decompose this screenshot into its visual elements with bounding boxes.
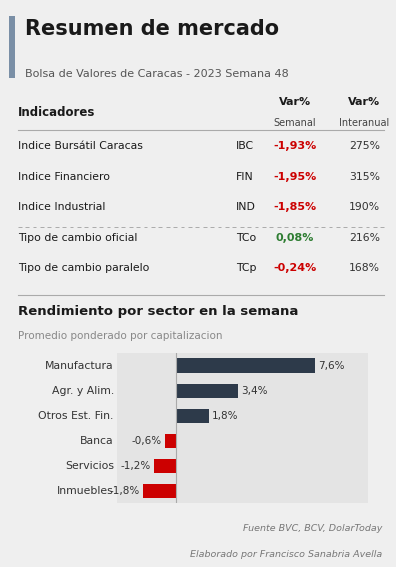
Text: IBC: IBC xyxy=(236,141,254,151)
Text: Servicios: Servicios xyxy=(65,461,114,471)
Text: 0,08%: 0,08% xyxy=(276,232,314,243)
Text: Otros Est. Fin.: Otros Est. Fin. xyxy=(38,411,114,421)
Text: FIN: FIN xyxy=(236,172,253,181)
Text: TCo: TCo xyxy=(236,232,256,243)
Text: Tipo de cambio oficial: Tipo de cambio oficial xyxy=(18,232,137,243)
Bar xyxy=(154,459,175,473)
Text: Var%: Var% xyxy=(279,98,311,107)
Text: Resumen de mercado: Resumen de mercado xyxy=(25,19,279,39)
Text: -1,93%: -1,93% xyxy=(273,141,317,151)
Text: IND: IND xyxy=(236,202,255,212)
Bar xyxy=(175,409,209,423)
Text: Indice Financiero: Indice Financiero xyxy=(18,172,110,181)
Text: -0,24%: -0,24% xyxy=(273,263,317,273)
Text: 168%: 168% xyxy=(349,263,380,273)
Bar xyxy=(175,383,238,398)
Text: TCp: TCp xyxy=(236,263,256,273)
Text: Rendimiento por sector en la semana: Rendimiento por sector en la semana xyxy=(18,306,298,319)
Text: 275%: 275% xyxy=(349,141,380,151)
Text: 315%: 315% xyxy=(349,172,380,181)
Text: 216%: 216% xyxy=(349,232,380,243)
Bar xyxy=(143,484,175,498)
Text: Indice Bursátil Caracas: Indice Bursátil Caracas xyxy=(18,141,143,151)
Text: Interanual: Interanual xyxy=(339,118,389,128)
Text: 3,4%: 3,4% xyxy=(241,386,267,396)
Text: Fuente BVC, BCV, DolarToday: Fuente BVC, BCV, DolarToday xyxy=(243,524,382,533)
Text: Promedio ponderado por capitalizacion: Promedio ponderado por capitalizacion xyxy=(18,331,222,341)
Text: Agr. y Alim.: Agr. y Alim. xyxy=(51,386,114,396)
Text: Var%: Var% xyxy=(348,98,381,107)
Text: 7,6%: 7,6% xyxy=(318,361,344,371)
Text: Elaborado por Francisco Sanabria Avella: Elaborado por Francisco Sanabria Avella xyxy=(190,551,382,559)
Bar xyxy=(175,358,315,373)
Text: -0,6%: -0,6% xyxy=(131,436,162,446)
Text: 190%: 190% xyxy=(349,202,380,212)
Text: Indicadores: Indicadores xyxy=(18,105,95,119)
Text: -1,8%: -1,8% xyxy=(110,486,140,496)
Text: Semanal: Semanal xyxy=(274,118,316,128)
Text: Banca: Banca xyxy=(80,436,114,446)
Text: Manufactura: Manufactura xyxy=(45,361,114,371)
Text: 1,8%: 1,8% xyxy=(211,411,238,421)
Bar xyxy=(165,434,175,448)
Text: -1,2%: -1,2% xyxy=(120,461,151,471)
Text: Inmuebles: Inmuebles xyxy=(57,486,114,496)
Bar xyxy=(9,16,15,78)
Text: Bolsa de Valores de Caracas - 2023 Semana 48: Bolsa de Valores de Caracas - 2023 Seman… xyxy=(25,69,288,79)
Text: -1,85%: -1,85% xyxy=(274,202,316,212)
Text: Tipo de cambio paralelo: Tipo de cambio paralelo xyxy=(18,263,149,273)
Text: Indice Industrial: Indice Industrial xyxy=(18,202,105,212)
Text: -1,95%: -1,95% xyxy=(273,172,317,181)
